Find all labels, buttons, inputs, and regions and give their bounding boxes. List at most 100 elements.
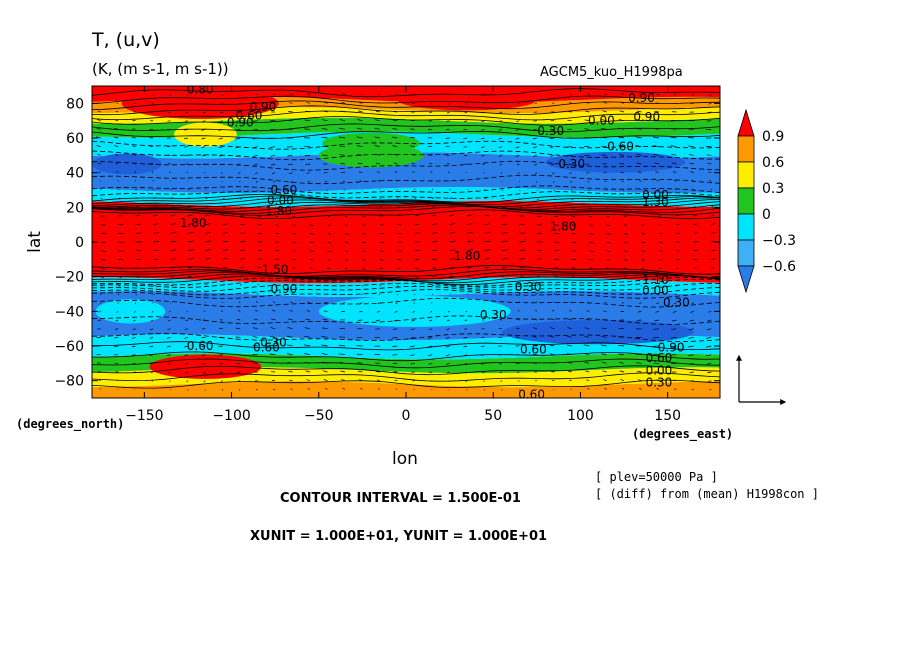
wind-vector: [604, 93, 607, 95]
wind-vector: [306, 379, 311, 382]
wind-vector: [498, 137, 503, 140]
wind-vector: [515, 137, 520, 140]
contour-line: [92, 150, 720, 161]
wind-vector: [549, 335, 555, 338]
x-axis: −150 −100 −50 0 50 100 150: [125, 86, 681, 424]
wind-vector: [184, 354, 189, 357]
wind-vector: [429, 319, 433, 322]
wind-vector: [288, 318, 293, 321]
wind-vector: [447, 171, 450, 173]
wind-vector: [362, 276, 365, 279]
wind-vector: [657, 293, 660, 296]
wind-vector: [379, 241, 385, 244]
contour-label: 0.30: [260, 336, 287, 350]
wind-vector: [257, 266, 261, 269]
wind-vector: [446, 120, 450, 122]
wind-vector: [327, 233, 332, 235]
wind-vector: [501, 232, 508, 234]
wind-vector: [118, 267, 123, 270]
wind-vector: [255, 301, 258, 303]
wind-vector: [149, 337, 154, 339]
wind-vector: [269, 335, 276, 338]
wind-vector: [688, 345, 694, 348]
wind-vector: [304, 335, 311, 338]
wind-vector: [168, 371, 171, 374]
wind-vector: [169, 380, 171, 382]
wind-vector: [149, 145, 154, 148]
wind-vector: [636, 370, 642, 373]
wind-vector: [115, 111, 119, 113]
wind-vector: [463, 328, 468, 330]
wind-vector: [654, 319, 660, 322]
x-unit-label: (degrees_east): [632, 427, 733, 442]
wind-vector: [237, 102, 241, 105]
wind-vector: [97, 162, 101, 165]
wind-vector: [498, 120, 503, 123]
wind-vector: [99, 93, 101, 95]
wind-vector: [339, 361, 346, 364]
wind-vector: [550, 154, 555, 157]
wind-vector: [532, 344, 537, 347]
wind-vector: [133, 319, 136, 322]
wind-vector: [601, 336, 607, 338]
wind-vector: [170, 240, 177, 243]
wind-vector: [553, 301, 555, 303]
wind-vector: [533, 155, 537, 157]
wind-vector: [187, 223, 194, 226]
wind-vector: [707, 319, 712, 322]
wind-vector: [96, 136, 101, 139]
wind-vector: [446, 371, 450, 374]
wind-vector: [587, 93, 590, 95]
wind-vector: [257, 275, 260, 277]
wind-vector: [322, 119, 328, 122]
wind-vector: [114, 328, 119, 330]
wind-vector: [516, 371, 520, 373]
wind-vector: [167, 120, 171, 122]
wind-vector: [676, 206, 678, 208]
wind-vector: [585, 110, 590, 113]
wind-vector: [184, 137, 188, 139]
wind-vector: [536, 189, 538, 192]
wind-vector: [586, 101, 590, 104]
wind-vector: [637, 379, 642, 382]
wind-vector: [431, 197, 435, 199]
wind-vector: [688, 154, 694, 156]
wind-vector: [532, 137, 537, 140]
wind-vector: [676, 215, 679, 217]
wind-vector: [218, 137, 223, 140]
wind-vector: [222, 240, 229, 243]
wind-vector: [377, 388, 380, 390]
wind-vector: [641, 250, 646, 253]
wind-vector: [536, 198, 539, 200]
anomaly-patch: [501, 320, 694, 345]
wind-vector: [653, 336, 659, 339]
wind-vector: [222, 257, 228, 260]
anomaly-patch: [318, 143, 424, 168]
wind-vector: [483, 380, 485, 383]
wind-vector: [344, 250, 349, 253]
contour-line: [92, 341, 720, 351]
wind-vector: [570, 301, 572, 303]
wind-vector: [690, 311, 694, 313]
wind-vector: [321, 128, 328, 130]
wind-vector: [466, 197, 470, 199]
wind-vector: [622, 293, 625, 295]
wind-vector: [671, 319, 677, 322]
wind-vector: [356, 145, 363, 148]
contour-line: [92, 160, 720, 171]
contour-label: 0.30: [663, 296, 690, 310]
wind-vector: [515, 128, 520, 131]
contour-label: 0.30: [646, 375, 673, 389]
wind-vector: [484, 284, 488, 286]
wind-vector: [641, 276, 643, 279]
wind-vector: [536, 275, 541, 278]
wind-vector: [170, 197, 174, 199]
wind-vector: [135, 214, 141, 217]
wind-vector: [534, 318, 537, 321]
wind-vector: [292, 215, 296, 218]
wind-vector: [201, 362, 206, 365]
wind-vector: [205, 249, 211, 252]
wind-vector: [392, 145, 398, 148]
wind-vector: [253, 111, 258, 113]
wind-vector: [709, 302, 712, 304]
